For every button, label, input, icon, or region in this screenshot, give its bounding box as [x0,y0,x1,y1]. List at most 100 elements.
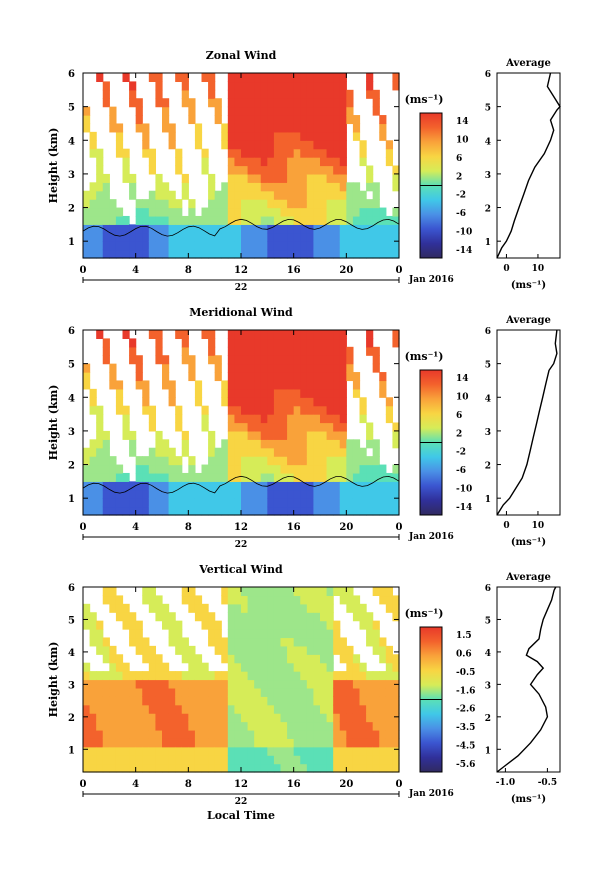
heatmap-cell [320,430,328,440]
heatmap-cell [339,755,347,765]
heatmap-cell [260,363,268,373]
heatmap-cell [234,131,242,141]
heatmap-cell [221,729,229,739]
y-tick-label: 6 [68,326,75,337]
heatmap-cell [385,662,394,672]
heatmap-cell [280,629,288,639]
heatmap-cell [320,447,328,457]
heatmap-cell [339,595,347,605]
heatmap-cell [352,472,361,482]
colorbar-tick-label: -10 [456,485,472,495]
heatmap-cell [326,338,334,348]
heatmap-cell [293,506,301,516]
heatmap-cell [313,207,321,217]
heatmap-cell [122,729,130,739]
heatmap-cell [142,199,150,209]
heatmap-cell [241,397,249,407]
heatmap-cell [372,645,380,655]
x-tick-label: 12 [234,522,248,533]
heatmap-cell [208,338,216,348]
heatmap-cell [293,380,301,390]
heatmap-cell [109,713,117,723]
heatmap-cell [280,763,288,773]
heatmap-cell [320,249,328,259]
heatmap-cell [175,738,183,748]
heatmap-cell [188,456,196,466]
heatmap-cell [366,679,374,689]
heatmap-cell [306,729,315,739]
heatmap-cell [306,654,315,664]
heatmap-cell [287,679,295,689]
heatmap-cell [280,89,288,99]
heatmap-cell [372,679,380,689]
heatmap-cell [254,249,262,259]
heatmap-cell [234,182,242,192]
heatmap-cell [162,489,170,499]
heatmap-cell [300,148,308,158]
heatmap-cell [168,506,176,516]
heatmap-cell [234,603,242,613]
heatmap-cell [300,157,308,167]
heatmap-cell [148,414,157,424]
heatmap-cell [208,506,216,516]
heatmap-cell [129,232,137,242]
heatmap-cell [208,330,216,340]
heatmap-cell [162,115,170,125]
heatmap-cell [234,199,242,209]
heatmap-cell [372,746,380,756]
heatmap-cell [227,481,236,491]
heatmap-cell [115,704,124,714]
heatmap-cell [339,148,347,158]
heatmap-cell [300,447,308,457]
heatmap-cell [135,380,143,390]
heatmap-cell [162,439,170,449]
heatmap-cell [234,422,242,432]
heatmap-cell [339,115,347,125]
heatmap-cell [122,330,130,340]
heatmap-cell [339,140,347,150]
heatmap-cell [293,738,301,748]
heatmap-cell [293,746,301,756]
heatmap-cell [115,738,124,748]
heatmap-cell [254,612,262,622]
heatmap-cell [273,330,282,340]
heatmap-cell [320,654,328,664]
heatmap-cell [372,637,380,647]
heatmap-cell [293,131,301,141]
heatmap-cell [122,612,130,622]
heatmap-cell [379,721,387,731]
heatmap-cell [254,506,262,516]
heatmap-cell [287,106,295,116]
heatmap-cell [129,637,137,647]
heatmap-cell [83,363,91,373]
heatmap-cell [385,148,394,158]
heatmap-cell [214,199,222,209]
heatmap-cell [306,595,315,605]
heatmap-cell [155,662,163,672]
heatmap-cell [227,755,236,765]
heatmap-cell [129,346,137,356]
heatmap-cell [280,414,288,424]
date-label: Jan 2016 [408,532,454,542]
heatmap-cell [234,338,242,348]
heatmap-cell [300,199,308,209]
heatmap-cell [89,671,97,681]
heatmap-cell [234,662,242,672]
heatmap-cell [254,199,262,209]
heatmap-cell [254,397,262,407]
heatmap-cell [300,224,308,234]
heatmap-cell [214,637,222,647]
heatmap-cell [247,498,255,508]
heatmap-cell [102,241,110,251]
heatmap-cell [162,620,170,630]
profile-line [496,586,557,773]
heatmap-cell [102,173,110,183]
x-tick-label: 12 [234,265,248,276]
heatmap-cell [227,696,236,706]
heatmap-cell [379,506,387,516]
heatmap-cell [96,199,104,209]
heatmap-cell [273,489,282,499]
heatmap-cell [214,721,222,731]
heatmap-cell [320,199,328,209]
heatmap-cell [280,157,288,167]
